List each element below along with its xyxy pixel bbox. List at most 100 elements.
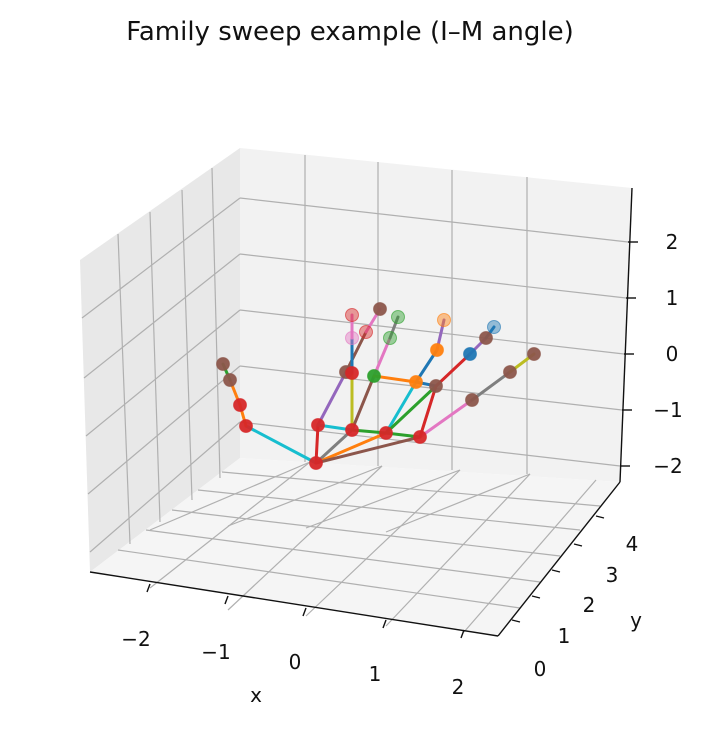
hand-segment-5 <box>316 370 348 427</box>
hand-segment-0 <box>244 424 318 465</box>
hand-segment-6 <box>344 330 368 374</box>
y-tick-mark-4 <box>595 515 605 519</box>
floor-grid-x-0 <box>149 461 311 531</box>
left-grid-v-0 <box>117 233 131 545</box>
joint-point-11 <box>391 310 405 324</box>
left-grid-v-3 <box>211 167 221 479</box>
floor-grid-y-2 <box>171 509 561 557</box>
joint-point-13 <box>409 375 423 389</box>
back-grid-h-4 <box>239 421 621 467</box>
z-tick-label-4: 2 <box>666 230 679 254</box>
hand-segment-13 <box>384 380 418 435</box>
joint-point-24 <box>345 366 359 380</box>
floor-grid-x-3 <box>385 473 531 533</box>
hand-segment-8 <box>314 428 354 465</box>
x-tick-mark-0 <box>146 583 151 593</box>
floor-grid-y-1 <box>145 529 541 583</box>
joint-point-16 <box>413 430 427 444</box>
joint-point-25 <box>345 331 359 345</box>
hand-segment-17 <box>418 398 474 439</box>
left-grid-v-1 <box>149 211 161 523</box>
x-tick-mark-1 <box>224 595 229 605</box>
joint-point-2 <box>223 373 237 387</box>
y-tick-mark-1 <box>531 595 541 599</box>
z-tick-label-1: −1 <box>653 398 682 422</box>
y-axis-label: y <box>630 608 642 632</box>
y-tick-label-0: 0 <box>534 657 547 681</box>
floor-grid-x-4 <box>463 479 597 633</box>
back-grid-h-0 <box>239 197 629 243</box>
y-axis-line <box>497 481 621 637</box>
hand-segment-12 <box>314 431 388 465</box>
joint-point-14 <box>430 343 444 357</box>
y-tick-label-1: 1 <box>558 624 571 648</box>
floor-grid-x-2 <box>305 469 461 529</box>
joint-point-9 <box>367 369 381 383</box>
z-tick-label-2: 0 <box>666 342 679 366</box>
chart-title: Family sweep example (I–M angle) <box>126 17 573 47</box>
x-tick-mark-2 <box>302 607 307 617</box>
y-tick-mark-2 <box>551 569 561 573</box>
y-tick-mark-0 <box>511 619 521 623</box>
left-grid-h-1 <box>83 253 241 379</box>
y-tick-label-2: 2 <box>583 593 596 617</box>
joint-point-26 <box>345 308 359 322</box>
hand-segment-33 <box>418 384 438 439</box>
floor-pane <box>90 458 620 636</box>
joint-point-17 <box>465 393 479 407</box>
floor-grid-xb-1 <box>227 465 383 611</box>
joint-point-1 <box>233 398 247 412</box>
x-axis-line <box>89 571 499 637</box>
joint-point-22 <box>479 331 493 345</box>
joint-point-0 <box>239 419 253 433</box>
joint-point-6 <box>359 325 373 339</box>
joint-point-27 <box>309 456 323 470</box>
hand-segment-21 <box>434 352 472 388</box>
hand-segment-11 <box>388 315 400 340</box>
x-tick-label-4: 2 <box>452 675 465 699</box>
floor-grid-y-0 <box>117 549 521 609</box>
back-pane <box>240 148 632 482</box>
left-grid-h-2 <box>85 309 241 437</box>
joint-point-21 <box>463 347 477 361</box>
left-grid-h-0 <box>81 197 241 319</box>
y-tick-label-4: 4 <box>626 532 639 556</box>
y-tick-mark-3 <box>573 543 583 547</box>
joint-point-20 <box>429 379 443 393</box>
hand-segment-16 <box>314 435 422 465</box>
z-axis-line <box>619 187 633 483</box>
floor-grid-xb-0 <box>149 461 311 589</box>
back-grid-h-2 <box>239 309 625 355</box>
back-grid-h-1 <box>239 253 627 299</box>
joint-point-10 <box>383 331 397 345</box>
joint-point-15 <box>437 313 451 327</box>
joint-point-18 <box>503 365 517 379</box>
x-tick-label-0: −2 <box>121 627 150 651</box>
hand-segment-18 <box>470 370 512 402</box>
axes <box>89 187 638 639</box>
x-tick-label-3: 1 <box>369 662 382 686</box>
joint-point-3 <box>216 357 230 371</box>
floor-grid-xb-3 <box>385 473 531 627</box>
floor-grid-y-3 <box>197 489 581 531</box>
floor-grid-y-4 <box>221 471 601 507</box>
hand-segment-9 <box>350 374 376 432</box>
x-tick-mark-3 <box>382 619 387 629</box>
x-tick-label-1: −1 <box>201 640 230 664</box>
hand-segment-31 <box>372 374 418 384</box>
joint-point-19 <box>527 347 541 361</box>
floor-grid-x-1 <box>227 465 383 527</box>
y-tick-label-3: 3 <box>606 563 619 587</box>
grid-lines <box>81 155 629 633</box>
left-grid-h-4 <box>89 421 241 553</box>
left-grid-v-2 <box>181 189 193 501</box>
hand-skeleton <box>216 302 541 470</box>
joint-point-4 <box>311 418 325 432</box>
joint-point-7 <box>373 302 387 316</box>
joint-point-8 <box>345 423 359 437</box>
z-tick-label-0: −2 <box>653 454 682 478</box>
x-tick-mark-4 <box>460 629 465 639</box>
